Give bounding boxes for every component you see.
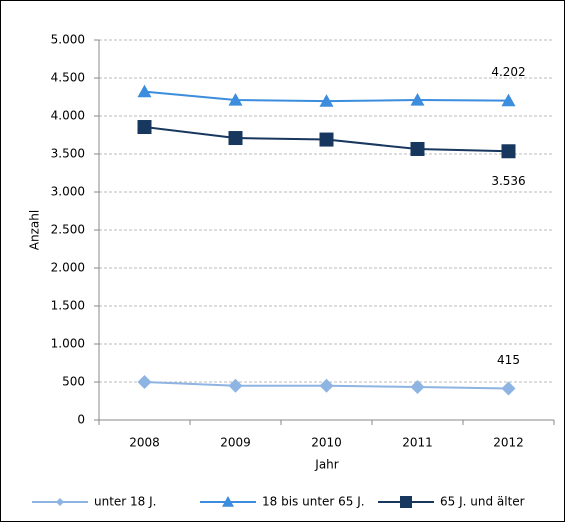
data-point bbox=[228, 378, 243, 393]
legend-marker bbox=[400, 496, 412, 508]
y-axis-label: Anzahl bbox=[28, 210, 42, 250]
data-label: 3.536 bbox=[491, 174, 525, 188]
y-tick-label: 500 bbox=[62, 375, 85, 389]
y-tick-label: 4.000 bbox=[51, 109, 85, 123]
data-point bbox=[410, 141, 425, 156]
data-point bbox=[228, 93, 243, 106]
legend-marker bbox=[56, 498, 64, 506]
y-tick-label: 3.000 bbox=[51, 185, 85, 199]
x-tick-label: 2011 bbox=[402, 436, 433, 450]
x-axis-label: Jahr bbox=[314, 458, 338, 472]
y-tick-label: 1.500 bbox=[51, 299, 85, 313]
legend-label: 65 J. und älter bbox=[440, 495, 525, 509]
legend-label: unter 18 J. bbox=[94, 495, 156, 509]
data-point bbox=[501, 381, 516, 396]
y-tick-label: 3.500 bbox=[51, 147, 85, 161]
data-point bbox=[228, 131, 243, 146]
data-label: 4.202 bbox=[491, 65, 525, 79]
y-tick-label: 0 bbox=[77, 413, 85, 427]
x-tick-label: 2008 bbox=[129, 436, 160, 450]
legend-label: 18 bis unter 65 J. bbox=[262, 495, 365, 509]
y-tick-label: 2.500 bbox=[51, 223, 85, 237]
y-tick-label: 4.500 bbox=[51, 71, 85, 85]
y-tick-label: 1.000 bbox=[51, 337, 85, 351]
y-tick-label: 2.000 bbox=[51, 261, 85, 275]
legend-marker bbox=[222, 496, 234, 507]
data-point bbox=[501, 144, 516, 159]
data-point bbox=[137, 375, 152, 389]
x-tick-label: 2012 bbox=[493, 436, 524, 450]
data-point bbox=[137, 84, 152, 98]
data-point bbox=[410, 93, 425, 106]
y-tick-label: 5.000 bbox=[51, 33, 85, 47]
x-tick-label: 2009 bbox=[220, 436, 251, 450]
x-tick-label: 2010 bbox=[311, 436, 342, 450]
data-point bbox=[319, 132, 334, 147]
data-label: 415 bbox=[497, 353, 520, 367]
data-point bbox=[319, 378, 334, 393]
data-point bbox=[410, 379, 425, 394]
data-point bbox=[319, 94, 334, 107]
data-point bbox=[137, 120, 152, 135]
data-point bbox=[501, 93, 516, 107]
